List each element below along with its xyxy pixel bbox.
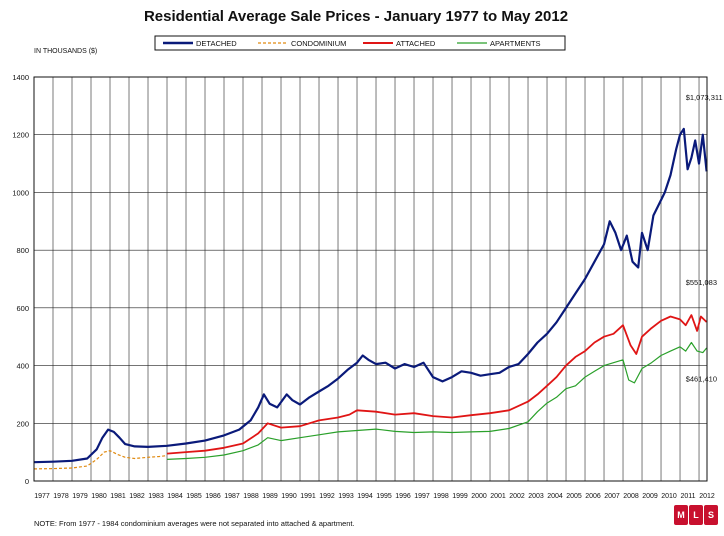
legend-label-apartments: APARTMENTS xyxy=(490,39,541,48)
legend-box xyxy=(154,35,566,51)
x-tick-label: 2002 xyxy=(509,493,525,500)
x-tick-label: 1999 xyxy=(452,493,468,500)
x-tick-label: 2001 xyxy=(490,493,506,500)
series-line-condominium xyxy=(33,450,168,470)
plot-frame xyxy=(33,76,708,482)
y-tick-label: 400 xyxy=(16,362,29,371)
y-tick-label: 800 xyxy=(16,246,29,255)
x-tick-label: 2009 xyxy=(642,493,658,500)
x-tick-label: 2004 xyxy=(547,493,563,500)
x-tick-label: 1996 xyxy=(395,493,411,500)
x-tick-label: 1992 xyxy=(319,493,335,500)
x-tick-label: 2010 xyxy=(661,493,677,500)
y-tick-label: 1200 xyxy=(12,131,29,140)
x-tick-label: 1988 xyxy=(243,493,259,500)
value-annotation: $551,083 xyxy=(686,278,717,287)
axes: 1977 1978 1979 1980 1981 1982 1983 1984 1985 1986… xyxy=(12,73,715,500)
x-tick-label: 1995 xyxy=(376,493,392,500)
series-line-apartments xyxy=(166,341,708,460)
x-tick-label: 1982 xyxy=(129,493,145,500)
mls-letter-s: S xyxy=(704,505,718,525)
x-tick-label: 2003 xyxy=(528,493,544,500)
series-line-detached xyxy=(33,127,708,464)
x-tick-label: 1989 xyxy=(262,493,278,500)
x-tick-label: 1994 xyxy=(357,493,373,500)
legend-label-attached: ATTACHED xyxy=(396,39,436,48)
x-tick-label: 2007 xyxy=(604,493,620,500)
x-tick-label: 1997 xyxy=(414,493,430,500)
x-tick-label: 1987 xyxy=(224,493,240,500)
x-tick-label: 1977 xyxy=(34,493,50,500)
x-tick-label: 2006 xyxy=(585,493,601,500)
x-tick-label: 1985 xyxy=(186,493,202,500)
y-tick-label: 200 xyxy=(16,419,29,428)
footnote: NOTE: From 1977 - 1984 condominium avera… xyxy=(34,519,355,528)
value-annotation: $461,410 xyxy=(686,374,717,383)
x-tick-label: 1998 xyxy=(433,493,449,500)
y-tick-label: 1400 xyxy=(12,73,29,82)
x-tick-label: 1993 xyxy=(338,493,354,500)
x-tick-label: 1978 xyxy=(53,493,69,500)
grid xyxy=(33,76,707,482)
y-axis-label: IN THOUSANDS ($) xyxy=(34,48,97,55)
series-line-attached xyxy=(166,314,708,455)
x-tick-label: 1981 xyxy=(110,493,126,500)
x-tick-label: 2005 xyxy=(566,493,582,500)
x-tick-label: 1983 xyxy=(148,493,164,500)
legend: DETACHED CONDOMINIUM ATTACHED APARTMENTS xyxy=(154,35,566,51)
x-tick-label: 1991 xyxy=(300,493,316,500)
x-tick-label: 2000 xyxy=(471,493,487,500)
y-tick-label: 600 xyxy=(16,304,29,313)
x-tick-label: 1986 xyxy=(205,493,221,500)
mls-letter-m: M xyxy=(674,505,688,525)
value-annotation: $1,073,311 xyxy=(686,93,723,102)
legend-label-condominium: CONDOMINIUM xyxy=(291,39,346,48)
x-tick-label: 1990 xyxy=(281,493,297,500)
mls-letter-l: L xyxy=(689,505,703,525)
x-tick-label: 2008 xyxy=(623,493,639,500)
series-layer xyxy=(33,127,708,470)
annotations: $1,073,311 $551,083 $461,410 xyxy=(686,93,723,383)
x-tick-label: 1984 xyxy=(167,493,183,500)
x-tick-label: 2012 xyxy=(699,493,715,500)
legend-label-detached: DETACHED xyxy=(196,39,237,48)
x-tick-label: 1979 xyxy=(72,493,88,500)
x-tick-label: 1980 xyxy=(91,493,107,500)
mls-logo: M L S xyxy=(674,505,718,525)
y-tick-label: 1000 xyxy=(12,188,29,197)
x-tick-label: 2011 xyxy=(680,493,695,500)
chart-title: Residential Average Sale Prices - Januar… xyxy=(144,8,568,25)
y-tick-label: 0 xyxy=(25,477,29,486)
